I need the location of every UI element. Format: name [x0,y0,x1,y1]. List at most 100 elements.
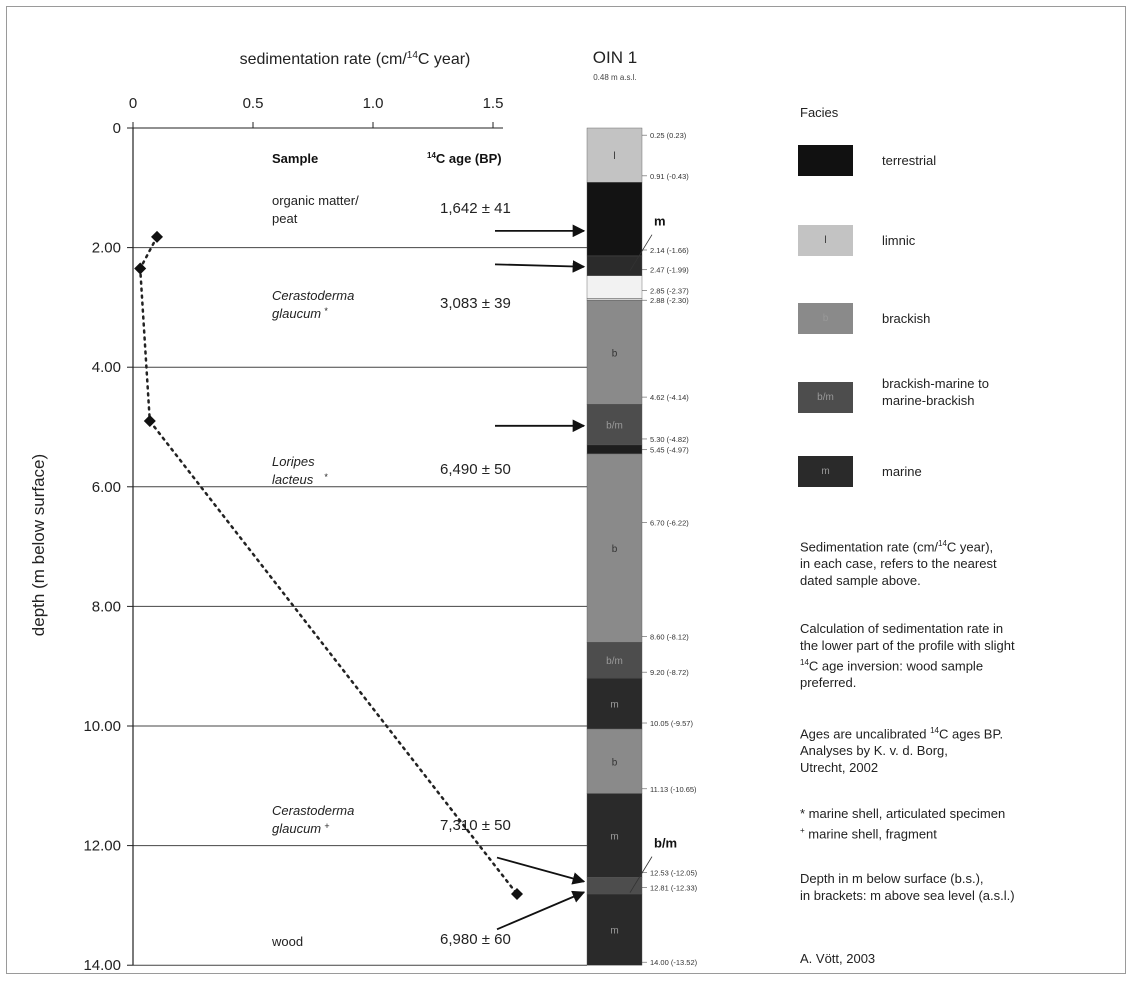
note-depth-1: Depth in m below surface (b.s.), [800,871,984,886]
x-tick-label-0: 0 [129,95,137,112]
x-axis-title-sup: 14 [407,50,419,61]
note-rate-1: Sedimentation rate (cm/ [800,539,939,555]
legend-label-4: marine [882,464,922,479]
y-tick-label-2: 4.00 [92,359,121,376]
note-calc-3: C age inversion: wood sample [808,658,984,674]
y-tick-label-3: 6.00 [92,479,121,496]
legend-swatch-3: b/m [798,382,853,413]
note-shell-2-sup: + [800,826,805,835]
sample-arrow-3 [496,856,586,885]
x-axis-title-tail: C year) [418,51,470,68]
y-tick-label-6: 12.00 [83,838,121,855]
profile-title: OIN 1 [593,48,637,67]
profile-layer-14 [586,893,643,966]
depth-label-5: 2.88 (-2.30) [650,296,689,305]
note-shells: * marine shell, articulated specimen + m… [800,805,1120,842]
sample-name-3-line-0: Cerastoderma [272,803,354,818]
profile-layer-7 [586,444,643,455]
profile-layer-11 [586,728,643,794]
sample-age-3: 7,310 ± 50 [440,817,511,834]
depth-label-8: 5.45 (-4.97) [650,446,689,455]
sample-name-3-line-1: glaucum [272,821,321,836]
profile-layer-2 [586,255,643,276]
note-calc-sup: 14 [800,658,809,667]
profile-layer-4 [586,298,643,301]
profile-layer-code-5: b [612,348,618,359]
y-tick-label-7: 14.00 [83,957,121,974]
y-tick-label-0: 0 [113,120,121,137]
note-ages-1: Ages are uncalibrated [800,726,931,742]
sample-marker-2: * [324,472,328,482]
legend-label-3: brackish-marine to marine-brackish [882,376,989,408]
profile-layer-8 [586,453,643,643]
profile-layer-code-0: l [613,151,615,162]
sample-age-4: 6,980 ± 60 [440,931,511,948]
y-tick-label-1: 2.00 [92,240,121,257]
depth-label-10: 8.60 (-8.12) [650,632,689,641]
sample-arrow-4 [496,890,586,931]
profile-layer-10 [586,677,643,730]
x-tick-label-1: 0.5 [243,95,264,112]
note-calc-4: preferred. [800,675,857,691]
note-calc-2: the lower part of the profile with sligh… [800,638,1015,653]
note-rate-3: in each case, refers to the nearest [800,556,997,572]
profile-layer-12 [586,793,643,878]
profile-layer-code-12: m [610,831,618,842]
profile-layer-13 [586,877,643,895]
depth-label-16: 14.00 (-13.52) [650,958,698,967]
data-point-2 [143,415,156,428]
sample-age-0: 1,642 ± 41 [440,200,511,217]
y-tick-label-5: 10.00 [83,718,121,735]
profile-layer-3 [586,275,643,299]
profile-layer-1 [586,182,643,257]
legend-label-0: terrestrial [882,153,937,168]
age-header-sup: 14 [427,151,436,160]
depth-label-13: 11.13 (-10.65) [650,785,697,794]
note-depth-2: in brackets: m above sea level (a.s.l.) [800,888,1015,903]
profile-layer-code-6: b/m [606,421,623,432]
profile-layer-code-10: m [610,700,618,711]
legend-code-1: l [824,235,827,246]
depth-label-0: 0.25 (0.23) [650,131,687,140]
profile-layer-code-8: b [612,544,618,555]
depth-label-6: 4.62 (-4.14) [650,393,689,402]
note-rate-sup: 14 [938,539,947,548]
profile-annotation-leader-1 [629,856,653,893]
sample-name-0-line-1: peat [272,211,298,226]
depth-label-14: 12.53 (-12.05) [650,869,698,878]
depth-label-12: 10.05 (-9.57) [650,719,693,728]
sample-marker-3: + [324,821,329,831]
note-shell-1: * marine shell, articulated specimen [800,806,1006,821]
profile-layer-0 [586,127,643,183]
legend-swatch-4: m [798,456,853,487]
depth-label-1: 0.91 (-0.43) [650,172,689,181]
data-point-0 [151,230,163,243]
sample-arrow-1 [494,260,586,273]
sample-header: Sample [272,151,318,166]
depth-label-15: 12.81 (-12.33) [650,883,698,892]
legend-title: Facies [800,105,839,120]
depth-label-2: 2.14 (-1.66) [650,246,689,255]
note-ages-4: Utrecht, 2002 [800,760,879,776]
legend-code-3: b/m [817,392,834,403]
note-depth: Depth in m below surface (b.s.), in brac… [800,870,1120,904]
profile-layer-code-9: b/m [606,656,623,667]
legend-code-2: b [822,313,829,324]
sample-age-2: 6,490 ± 50 [440,461,511,478]
x-axis-title-main: sedimentation rate (cm/ [240,51,408,68]
sample-name-0-line-0: organic matter/ [272,193,359,208]
legend-label-2: brackish [882,311,931,326]
note-rate-4: dated sample above. [800,573,921,589]
note-ages-2: C ages BP. [939,726,1004,742]
note-sedimentation-rate: Sedimentation rate (cm/14C year), in eac… [800,535,1120,589]
y-axis-title: depth (m below surface) [29,454,48,636]
profile-layer-code-14: m [610,926,618,937]
sample-name-2-line-1: lacteus [272,472,314,487]
age-header: 14C age (BP) [427,151,502,166]
sample-name-4-line-0: wood [271,934,303,949]
sample-age-1: 3,083 ± 39 [440,295,511,312]
profile-annotation-0: m [654,214,666,229]
note-ages-sup: 14 [930,726,939,735]
